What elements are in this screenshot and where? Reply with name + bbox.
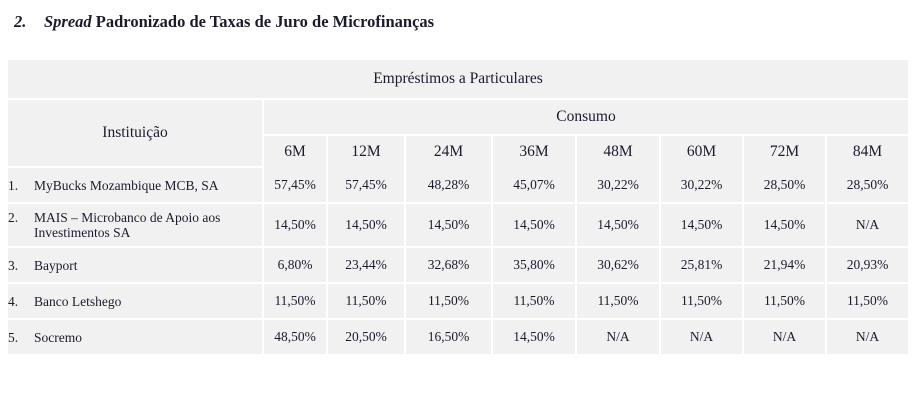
rate-cell-24m: 48,28% xyxy=(406,168,493,204)
rate-cell-6m: 57,45% xyxy=(264,168,328,204)
rate-cell-48m: 11,50% xyxy=(577,284,661,320)
rates-table-container: Empréstimos a Particulares Instituição C… xyxy=(8,60,908,354)
header-term-36m: 36M xyxy=(493,136,577,168)
rate-cell-72m: 28,50% xyxy=(744,168,827,204)
institution-index: 5. xyxy=(8,329,19,345)
header-term-84m: 84M xyxy=(827,136,908,168)
rate-cell-12m: 23,44% xyxy=(328,248,406,284)
rate-cell-84m: 11,50% xyxy=(827,284,908,320)
header-row-top: Empréstimos a Particulares xyxy=(8,60,908,100)
page-title: 2. Spread Padronizado de Taxas de Juro de… xyxy=(14,12,894,32)
rate-cell-72m: 14,50% xyxy=(744,204,827,248)
institution-cell: 2. MAIS – Microbanco de Apoio aos Invest… xyxy=(8,204,264,248)
page-title-emphasis: Spread xyxy=(44,12,92,31)
rate-cell-36m: 11,50% xyxy=(493,284,577,320)
institution-name: Banco Letshego xyxy=(34,293,122,309)
rate-cell-60m: 25,81% xyxy=(661,248,744,284)
rate-cell-12m: 14,50% xyxy=(328,204,406,248)
rate-cell-12m: 20,50% xyxy=(328,320,406,354)
header-consumo: Consumo xyxy=(264,100,908,137)
rate-cell-72m: N/A xyxy=(744,320,827,354)
rate-cell-36m: 35,80% xyxy=(493,248,577,284)
rate-cell-24m: 14,50% xyxy=(406,204,493,248)
rate-cell-24m: 16,50% xyxy=(406,320,493,354)
table-row: 1. MyBucks Mozambique MCB, SA 57,45% 57,… xyxy=(8,168,908,204)
institution-name: Socremo xyxy=(34,329,82,345)
rate-cell-6m: 14,50% xyxy=(264,204,328,248)
rate-cell-72m: 11,50% xyxy=(744,284,827,320)
institution-name: Bayport xyxy=(34,257,78,273)
rate-cell-84m: N/A xyxy=(827,320,908,354)
rate-cell-36m: 14,50% xyxy=(493,204,577,248)
table-head: Empréstimos a Particulares Instituição C… xyxy=(8,60,908,168)
header-term-12m: 12M xyxy=(328,136,406,168)
rate-cell-48m: N/A xyxy=(577,320,661,354)
institution-index: 4. xyxy=(8,293,19,309)
rate-cell-36m: 45,07% xyxy=(493,168,577,204)
table-row: 3. Bayport 6,80% 23,44% 32,68% 35,80% 30… xyxy=(8,248,908,284)
table-body: 1. MyBucks Mozambique MCB, SA 57,45% 57,… xyxy=(8,168,908,354)
rate-cell-72m: 21,94% xyxy=(744,248,827,284)
header-emprestimos-particulares: Empréstimos a Particulares xyxy=(8,60,908,100)
institution-index: 2. xyxy=(8,210,19,225)
institution-cell: 4. Banco Letshego xyxy=(8,284,264,320)
rate-cell-48m: 30,62% xyxy=(577,248,661,284)
rate-cell-12m: 11,50% xyxy=(328,284,406,320)
header-row-group: Instituição Consumo xyxy=(8,100,908,168)
spread-rates-table: Empréstimos a Particulares Instituição C… xyxy=(8,60,908,354)
header-term-6m: 6M xyxy=(264,136,328,168)
rate-cell-36m: 14,50% xyxy=(493,320,577,354)
header-row-terms: 6M 12M 24M 36M 48M 60M 72M 84M xyxy=(8,136,908,168)
institution-cell: 3. Bayport xyxy=(8,248,264,284)
institution-name: MyBucks Mozambique MCB, SA xyxy=(34,177,219,193)
rate-cell-24m: 11,50% xyxy=(406,284,493,320)
table-row: 5. Socremo 48,50% 20,50% 16,50% 14,50% N… xyxy=(8,320,908,354)
header-term-48m: 48M xyxy=(577,136,661,168)
table-row: 2. MAIS – Microbanco de Apoio aos Invest… xyxy=(8,204,908,248)
header-term-60m: 60M xyxy=(661,136,744,168)
header-term-72m: 72M xyxy=(744,136,827,168)
rate-cell-60m: 30,22% xyxy=(661,168,744,204)
rate-cell-6m: 6,80% xyxy=(264,248,328,284)
institution-index: 1. xyxy=(8,177,19,193)
institution-cell: 5. Socremo xyxy=(8,320,264,354)
rate-cell-60m: 11,50% xyxy=(661,284,744,320)
rate-cell-48m: 30,22% xyxy=(577,168,661,204)
institution-cell: 1. MyBucks Mozambique MCB, SA xyxy=(8,168,264,204)
rate-cell-60m: 14,50% xyxy=(661,204,744,248)
rate-cell-6m: 48,50% xyxy=(264,320,328,354)
rate-cell-48m: 14,50% xyxy=(577,204,661,248)
table-row: 4. Banco Letshego 11,50% 11,50% 11,50% 1… xyxy=(8,284,908,320)
rate-cell-84m: 20,93% xyxy=(827,248,908,284)
rate-cell-60m: N/A xyxy=(661,320,744,354)
rate-cell-84m: N/A xyxy=(827,204,908,248)
rate-cell-84m: 28,50% xyxy=(827,168,908,204)
page-title-rest: Padronizado de Taxas de Juro de Microfin… xyxy=(91,12,435,31)
page-title-number: 2. xyxy=(14,12,27,31)
rate-cell-6m: 11,50% xyxy=(264,284,328,320)
rate-cell-24m: 32,68% xyxy=(406,248,493,284)
institution-name: MAIS – Microbanco de Apoio aos Investime… xyxy=(34,210,221,240)
header-term-24m: 24M xyxy=(406,136,493,168)
rate-cell-12m: 57,45% xyxy=(328,168,406,204)
header-instituicao: Instituição xyxy=(8,100,264,168)
institution-index: 3. xyxy=(8,257,19,273)
